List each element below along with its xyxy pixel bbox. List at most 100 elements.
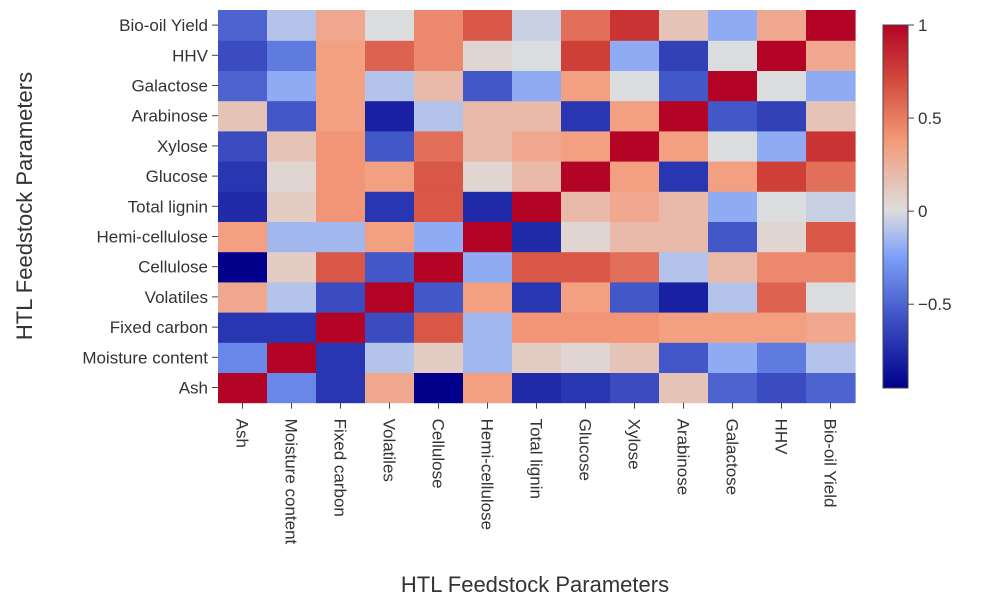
heatmap-cell <box>218 281 268 313</box>
heatmap-cell <box>218 40 268 71</box>
heatmap-cell <box>218 251 268 283</box>
heatmap-cell <box>757 10 807 41</box>
heatmap-cell <box>267 251 317 283</box>
x-tick-label: Xylose <box>625 419 644 470</box>
heatmap-cell <box>610 161 660 192</box>
heatmap-cell <box>512 281 562 313</box>
heatmap-cell <box>757 251 807 283</box>
heatmap-cell <box>463 312 513 343</box>
heatmap-cell <box>365 70 415 102</box>
y-tick-label: Fixed carbon <box>110 318 208 337</box>
heatmap-cell <box>659 70 709 102</box>
heatmap-cell <box>512 130 562 162</box>
heatmap-cell <box>365 130 415 162</box>
heatmap-cell <box>414 70 464 102</box>
y-tick-label: Glucose <box>146 167 208 186</box>
heatmap-cell <box>267 70 317 102</box>
heatmap-cell <box>267 40 317 71</box>
heatmap-cell <box>316 372 366 404</box>
heatmap-cell <box>316 221 366 253</box>
heatmap-cell <box>757 70 807 102</box>
x-tick-label: Arabinose <box>674 419 693 496</box>
colorbar-tick-label: 1 <box>918 16 927 35</box>
heatmap-cell <box>610 251 660 283</box>
heatmap-cell <box>806 372 856 404</box>
heatmap-cell <box>316 281 366 313</box>
heatmap-cell <box>610 281 660 313</box>
colorbar-tick-label: −0.5 <box>918 295 952 314</box>
heatmap-cell <box>512 191 562 222</box>
heatmap-cell <box>708 221 758 253</box>
heatmap-cell <box>610 372 660 404</box>
heatmap-cell <box>316 251 366 283</box>
heatmap-cell <box>659 161 709 192</box>
x-tick-label: Glucose <box>576 419 595 481</box>
y-tick-label: Ash <box>179 379 208 398</box>
heatmap-cell <box>659 372 709 404</box>
heatmap-cell <box>806 161 856 192</box>
heatmap-cell <box>365 100 415 132</box>
heatmap-cell <box>267 372 317 404</box>
x-tick-label: HHV <box>772 419 791 456</box>
x-tick-label: Galactose <box>723 419 742 496</box>
heatmap-cell <box>708 372 758 404</box>
heatmap-cell <box>512 372 562 404</box>
heatmap-cell <box>218 100 268 132</box>
heatmap-cell <box>561 342 611 373</box>
heatmap-cell <box>610 70 660 102</box>
x-tick-label: Fixed carbon <box>331 419 350 517</box>
heatmap-cell <box>414 130 464 162</box>
y-tick-label: Xylose <box>157 137 208 156</box>
heatmap-cell <box>463 342 513 373</box>
heatmap-cell <box>610 191 660 222</box>
heatmap-cell <box>365 221 415 253</box>
heatmap-cell <box>267 342 317 373</box>
heatmap-cell <box>806 221 856 253</box>
heatmap-cell <box>512 100 562 132</box>
y-axis-title: HTL Feedstock Parameters <box>12 72 37 340</box>
heatmap-cell <box>757 312 807 343</box>
heatmap-cell <box>316 161 366 192</box>
heatmap-cell <box>218 312 268 343</box>
heatmap-cell <box>267 221 317 253</box>
heatmap-cell <box>218 70 268 102</box>
heatmap-cell <box>512 161 562 192</box>
heatmap-cell <box>463 251 513 283</box>
heatmap-cell <box>463 70 513 102</box>
x-axis-ticks: Ash Moisture content Fixed carbon Volatiles… <box>233 402 840 545</box>
heatmap-cell <box>561 312 611 343</box>
heatmap-cell <box>316 100 366 132</box>
heatmap-cell <box>708 312 758 343</box>
heatmap-cell <box>561 100 611 132</box>
heatmap-cell <box>610 10 660 41</box>
heatmap-cell <box>708 40 758 71</box>
heatmap-cell <box>659 191 709 222</box>
heatmap-cell <box>512 221 562 253</box>
heatmap-cell <box>806 191 856 222</box>
heatmap-cell <box>610 130 660 162</box>
heatmap-cell <box>561 10 611 41</box>
heatmap-cell <box>708 130 758 162</box>
heatmap-cell <box>267 191 317 222</box>
heatmap-cell <box>267 312 317 343</box>
colorbar-tick-label: 0.5 <box>918 109 942 128</box>
heatmap-cell <box>708 10 758 41</box>
heatmap-cell <box>267 100 317 132</box>
heatmap-cell <box>757 281 807 313</box>
heatmap-cell <box>561 281 611 313</box>
heatmap-cell <box>561 40 611 71</box>
heatmap-cell <box>512 251 562 283</box>
heatmap-cell <box>218 221 268 253</box>
heatmap-cell <box>757 191 807 222</box>
heatmap-cell <box>708 191 758 222</box>
heatmap-cell <box>610 312 660 343</box>
heatmap-cell <box>512 10 562 41</box>
heatmap-cell <box>316 342 366 373</box>
heatmap-cells <box>218 10 856 404</box>
y-tick-label: Volatiles <box>145 288 208 307</box>
heatmap-cell <box>316 312 366 343</box>
heatmap-cell <box>610 342 660 373</box>
y-tick-label: Total lignin <box>128 197 208 216</box>
x-tick-label: Volatiles <box>380 419 399 482</box>
heatmap-cell <box>561 70 611 102</box>
